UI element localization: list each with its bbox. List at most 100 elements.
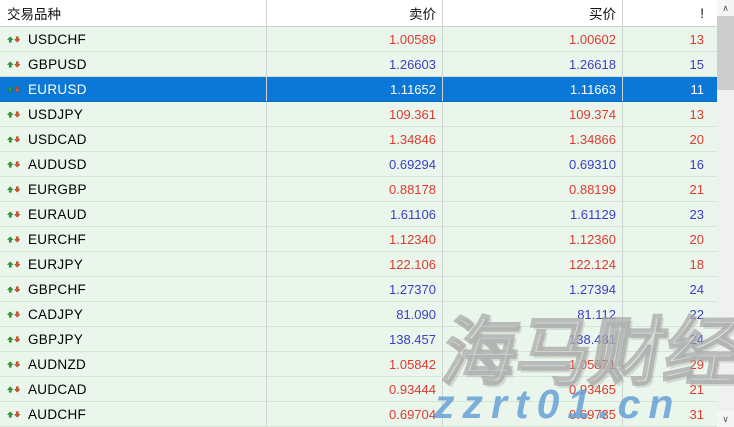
symbol-label: EURAUD	[28, 206, 87, 222]
ask-price: 0.93465	[443, 377, 623, 401]
ask-price: 1.12360	[443, 227, 623, 251]
scrollbar-thumb[interactable]	[717, 16, 734, 90]
scrollbar-up-icon[interactable]: ∧	[717, 0, 734, 16]
spread-value: 20	[689, 131, 704, 147]
bid-price: 1.12340	[267, 227, 443, 251]
symbol-label: GBPUSD	[28, 56, 87, 72]
table-row[interactable]: EURAUD 1.61106 1.61129 23	[0, 202, 717, 227]
symbol-cell: AUDUSD	[0, 152, 267, 176]
bid-price: 1.11652	[267, 77, 443, 101]
table-header-row: 交易品种 卖价 买价 !	[0, 0, 717, 27]
spread-value: 21	[689, 181, 704, 197]
symbol-cell: AUDNZD	[0, 352, 267, 376]
trend-arrow-icon	[7, 233, 20, 246]
ask-price: 109.374	[443, 102, 623, 126]
symbol-cell: USDCHF	[0, 27, 267, 51]
trend-arrow-icon	[7, 183, 20, 196]
symbol-label: USDCAD	[28, 131, 87, 147]
vertical-scrollbar[interactable]: ∧ ∨	[717, 0, 734, 427]
table-row[interactable]: EURCHF 1.12340 1.12360 20	[0, 227, 717, 252]
table-row[interactable]: AUDUSD 0.69294 0.69310 16	[0, 152, 717, 177]
ask-price: 138.481	[443, 327, 623, 351]
table-row[interactable]: CADJPY 81.090 81.112 22	[0, 302, 717, 327]
spread-value: 22	[689, 306, 704, 322]
symbol-label: USDCHF	[28, 31, 87, 47]
spread-value: 24	[689, 331, 704, 347]
ask-price: 1.61129	[443, 202, 623, 226]
bid-price: 1.05842	[267, 352, 443, 376]
bid-price: 109.361	[267, 102, 443, 126]
bid-price: 1.26603	[267, 52, 443, 76]
bid-price: 0.88178	[267, 177, 443, 201]
table-row[interactable]: EURGBP 0.88178 0.88199 21	[0, 177, 717, 202]
ask-price: 0.69735	[443, 402, 623, 426]
symbol-label: AUDUSD	[28, 156, 87, 172]
table-row[interactable]: GBPJPY 138.457 138.481 24	[0, 327, 717, 352]
trend-arrow-icon	[7, 283, 20, 296]
table-row[interactable]: USDCAD 1.34846 1.34866 20	[0, 127, 717, 152]
trend-arrow-icon	[7, 158, 20, 171]
table-row[interactable]: USDJPY 109.361 109.374 13	[0, 102, 717, 127]
table-row[interactable]: GBPUSD 1.26603 1.26618 15	[0, 52, 717, 77]
spread-value: 13	[689, 106, 704, 122]
table-row[interactable]: AUDCAD 0.93444 0.93465 21	[0, 377, 717, 402]
column-header-spread[interactable]: !	[700, 5, 704, 21]
ask-price: 81.112	[443, 302, 623, 326]
bid-price: 0.69704	[267, 402, 443, 426]
symbol-cell: EURAUD	[0, 202, 267, 226]
symbol-label: CADJPY	[28, 306, 84, 322]
table-row-selected[interactable]: EURUSD 1.11652 1.11663 11	[0, 77, 717, 102]
symbol-label: AUDNZD	[28, 356, 87, 372]
spread-value: 16	[689, 156, 704, 172]
symbol-cell: USDJPY	[0, 102, 267, 126]
column-header-ask[interactable]: 买价	[443, 0, 623, 26]
trend-arrow-icon	[7, 308, 20, 321]
symbol-cell: EURCHF	[0, 227, 267, 251]
trend-arrow-icon	[7, 108, 20, 121]
bid-price: 0.69294	[267, 152, 443, 176]
bid-price: 1.00589	[267, 27, 443, 51]
scrollbar-down-icon[interactable]: ∨	[717, 411, 734, 427]
symbol-cell: USDCAD	[0, 127, 267, 151]
trend-arrow-icon	[7, 333, 20, 346]
symbol-cell: AUDCAD	[0, 377, 267, 401]
table-row[interactable]: GBPCHF 1.27370 1.27394 24	[0, 277, 717, 302]
trend-arrow-icon	[7, 133, 20, 146]
spread-value: 31	[689, 406, 704, 422]
table-row[interactable]: AUDCHF 0.69704 0.69735 31	[0, 402, 717, 427]
symbol-cell: GBPUSD	[0, 52, 267, 76]
trend-arrow-icon	[7, 358, 20, 371]
symbol-label: EURCHF	[28, 231, 87, 247]
symbol-label: EURGBP	[28, 181, 87, 197]
table-row[interactable]: USDCHF 1.00589 1.00602 13	[0, 27, 717, 52]
trend-arrow-icon	[7, 383, 20, 396]
spread-value: 21	[689, 381, 704, 397]
bid-price: 138.457	[267, 327, 443, 351]
bid-price: 1.27370	[267, 277, 443, 301]
trend-arrow-icon	[7, 33, 20, 46]
ask-price: 1.05871	[443, 352, 623, 376]
trend-arrow-icon	[7, 208, 20, 221]
column-header-symbol[interactable]: 交易品种	[0, 0, 267, 26]
ask-price: 1.00602	[443, 27, 623, 51]
spread-value: 18	[689, 256, 704, 272]
ask-price: 0.88199	[443, 177, 623, 201]
bid-price: 81.090	[267, 302, 443, 326]
table-row[interactable]: EURJPY 122.106 122.124 18	[0, 252, 717, 277]
bid-price: 0.93444	[267, 377, 443, 401]
ask-price: 1.27394	[443, 277, 623, 301]
ask-price: 1.26618	[443, 52, 623, 76]
symbol-cell: EURUSD	[0, 77, 267, 101]
spread-value: 20	[689, 231, 704, 247]
column-header-bid[interactable]: 卖价	[267, 0, 443, 26]
spread-value: 11	[690, 81, 705, 97]
symbol-label: GBPJPY	[28, 331, 84, 347]
symbol-cell: AUDCHF	[0, 402, 267, 426]
symbol-label: USDJPY	[28, 106, 84, 122]
symbol-label: GBPCHF	[28, 281, 87, 297]
table-row[interactable]: AUDNZD 1.05842 1.05871 29	[0, 352, 717, 377]
symbol-label: AUDCAD	[28, 381, 87, 397]
ask-price: 1.11663	[443, 77, 623, 101]
trend-arrow-icon	[7, 408, 20, 421]
